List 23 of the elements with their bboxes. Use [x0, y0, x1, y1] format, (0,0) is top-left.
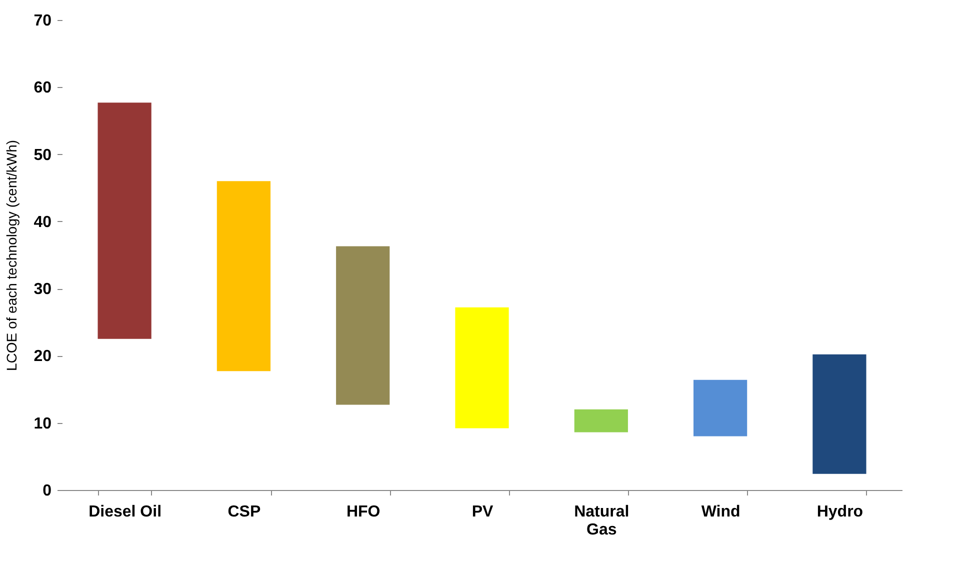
- bar: [98, 102, 152, 339]
- bar: [693, 380, 748, 436]
- y-tick-label: 50: [34, 146, 52, 164]
- x-tick-label: HFO: [346, 504, 380, 520]
- bar: [336, 246, 390, 405]
- y-tick-label: 70: [34, 12, 52, 30]
- bar: [574, 409, 628, 432]
- x-tick-label: CSP: [228, 504, 261, 520]
- y-axis-title: LCOE of each technology (cent/kWh): [4, 140, 20, 372]
- x-tick-label: Natural Gas: [574, 504, 630, 538]
- y-tick-label: 60: [34, 80, 52, 97]
- bar: [455, 307, 509, 428]
- x-tick-label: Diesel Oil: [88, 504, 162, 520]
- bar: [812, 354, 866, 474]
- x-tick-label: PV: [472, 504, 494, 520]
- y-tick-label: 20: [34, 348, 52, 366]
- y-tick-label: 0: [42, 482, 52, 500]
- x-tick-label: Wind: [701, 504, 740, 520]
- y-tick-label: 10: [34, 415, 52, 432]
- x-tick-label: Hydro: [816, 504, 864, 520]
- y-tick-label: 40: [34, 214, 52, 231]
- bar: [216, 181, 271, 372]
- y-tick-label: 30: [34, 281, 52, 298]
